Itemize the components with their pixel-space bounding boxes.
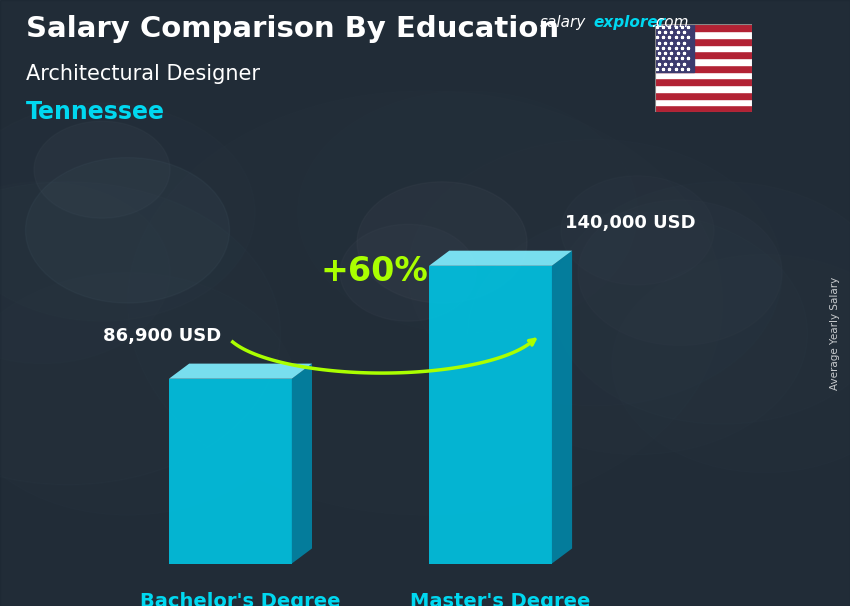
Text: 140,000 USD: 140,000 USD (564, 214, 695, 231)
Polygon shape (292, 364, 312, 564)
Circle shape (298, 91, 638, 333)
Circle shape (468, 212, 808, 454)
Circle shape (0, 273, 298, 515)
Circle shape (552, 182, 850, 424)
Circle shape (0, 182, 280, 485)
Circle shape (408, 139, 782, 406)
Polygon shape (429, 251, 572, 266)
Text: +60%: +60% (321, 255, 428, 288)
Bar (654, 52, 752, 58)
Bar (654, 44, 752, 52)
Text: Master's Degree: Master's Degree (411, 592, 591, 606)
Text: Bachelor's Degree: Bachelor's Degree (140, 592, 341, 606)
Text: salary: salary (540, 15, 586, 30)
Bar (654, 31, 752, 38)
Polygon shape (552, 251, 572, 564)
Bar (654, 65, 752, 72)
Bar (654, 78, 752, 85)
Circle shape (34, 121, 170, 218)
Text: 86,900 USD: 86,900 USD (103, 327, 221, 345)
Circle shape (26, 158, 230, 303)
Circle shape (578, 200, 782, 345)
Bar (654, 24, 694, 72)
Bar (654, 92, 752, 99)
Bar (654, 24, 752, 31)
Circle shape (340, 224, 476, 321)
Bar (654, 58, 752, 65)
Bar (654, 105, 752, 112)
Polygon shape (169, 364, 312, 379)
Circle shape (0, 182, 170, 364)
Text: .com: .com (651, 15, 688, 30)
Polygon shape (429, 266, 552, 564)
Circle shape (561, 176, 714, 285)
Text: Salary Comparison By Education: Salary Comparison By Education (26, 15, 558, 43)
Bar (654, 85, 752, 92)
Text: Architectural Designer: Architectural Designer (26, 64, 259, 84)
Text: Tennessee: Tennessee (26, 100, 165, 124)
Bar (654, 38, 752, 44)
Circle shape (612, 255, 850, 473)
Circle shape (357, 182, 527, 303)
Text: Average Yearly Salary: Average Yearly Salary (830, 277, 840, 390)
Circle shape (128, 91, 722, 515)
Bar (654, 72, 752, 78)
Text: explorer: explorer (593, 15, 666, 30)
Bar (654, 99, 752, 105)
Polygon shape (169, 379, 292, 564)
Circle shape (0, 103, 255, 321)
